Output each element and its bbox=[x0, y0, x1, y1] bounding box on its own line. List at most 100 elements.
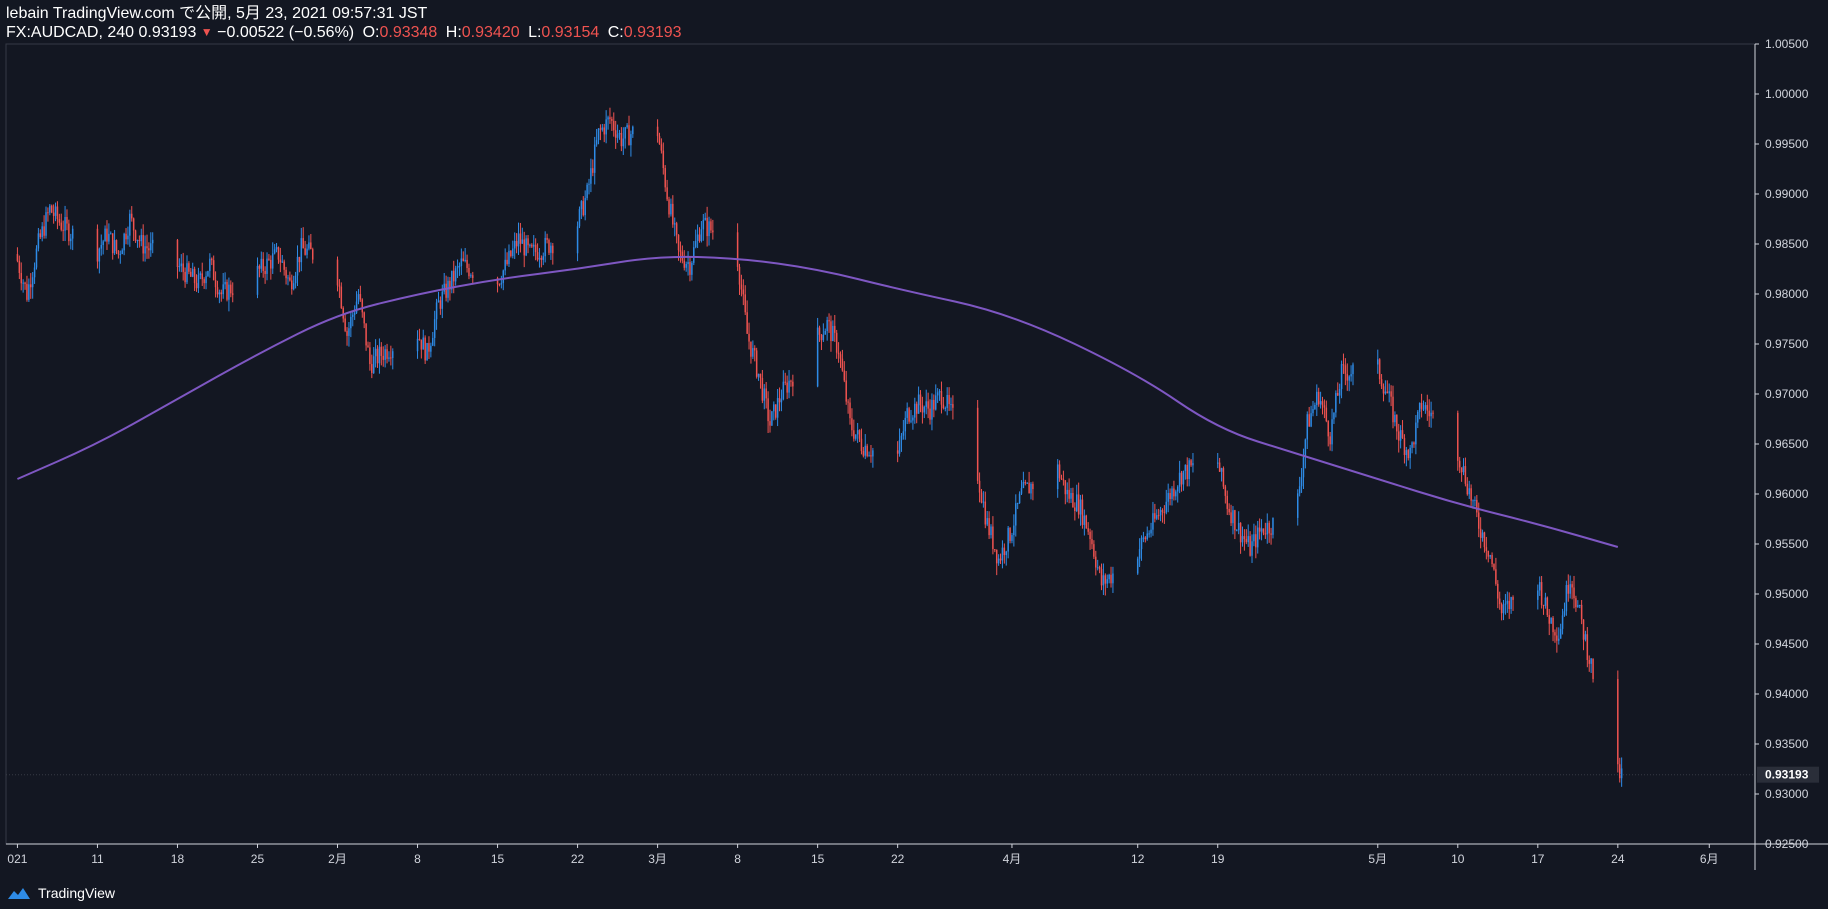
candle-body bbox=[992, 526, 994, 550]
candle-body bbox=[1256, 527, 1259, 548]
candle-body bbox=[1268, 522, 1270, 534]
candle-body bbox=[1542, 604, 1545, 606]
candle-body bbox=[1578, 604, 1581, 606]
candle-body bbox=[1079, 499, 1082, 515]
candle-body bbox=[498, 284, 501, 286]
candle-body bbox=[933, 399, 935, 410]
candle-body bbox=[611, 118, 613, 121]
candle-body bbox=[428, 343, 430, 352]
candle-body bbox=[1512, 597, 1514, 600]
candle-body bbox=[150, 243, 152, 251]
candle-body bbox=[864, 445, 867, 456]
low-value: 0.93154 bbox=[541, 24, 600, 41]
candle-body bbox=[1537, 590, 1539, 600]
candle-body bbox=[367, 345, 369, 348]
candle-body bbox=[1399, 430, 1402, 441]
candle-body bbox=[188, 263, 190, 272]
candle-body bbox=[132, 218, 135, 231]
candle-body bbox=[1003, 547, 1006, 556]
candle-body bbox=[106, 228, 108, 242]
candle-body bbox=[660, 144, 663, 151]
candle-body bbox=[285, 269, 287, 279]
candle-body bbox=[1247, 536, 1249, 543]
candle-body bbox=[683, 260, 686, 268]
candle-body bbox=[830, 321, 832, 342]
candle-body bbox=[552, 245, 554, 254]
candle-body bbox=[1005, 551, 1007, 556]
candle-body bbox=[668, 199, 670, 215]
candle-body bbox=[1617, 678, 1619, 765]
candle-body bbox=[102, 241, 104, 245]
candle-body bbox=[872, 450, 874, 457]
candle-body bbox=[776, 398, 779, 418]
candle-body bbox=[456, 266, 459, 269]
candle-body bbox=[592, 168, 594, 173]
last-price-tag bbox=[1757, 766, 1819, 783]
candle-body bbox=[1075, 494, 1078, 512]
candle-body bbox=[742, 289, 745, 295]
candle-body bbox=[68, 223, 70, 242]
candle-body bbox=[361, 299, 364, 313]
candle-body bbox=[186, 263, 188, 283]
candle-body bbox=[513, 240, 516, 249]
candle-body bbox=[988, 518, 990, 536]
candle-body bbox=[607, 117, 609, 120]
candle-body bbox=[340, 286, 343, 309]
candle-body bbox=[1580, 604, 1583, 620]
candle-body bbox=[687, 262, 689, 264]
candle-body bbox=[664, 168, 666, 188]
x-tick-label: 10 bbox=[1451, 852, 1465, 866]
candle-body bbox=[849, 402, 851, 419]
candle-body bbox=[180, 263, 183, 267]
candle-body bbox=[1230, 512, 1232, 524]
candle-body bbox=[673, 223, 676, 225]
candle-body bbox=[1167, 493, 1169, 502]
candle-body bbox=[352, 314, 354, 317]
candle-body bbox=[1397, 431, 1400, 441]
candle-body bbox=[432, 337, 434, 346]
candle-body bbox=[1584, 634, 1587, 640]
candle-body bbox=[258, 265, 261, 269]
candle-body bbox=[1232, 510, 1234, 524]
candle-body bbox=[767, 398, 769, 422]
candle-body bbox=[1460, 467, 1463, 473]
candle-body bbox=[835, 332, 838, 353]
candle-body bbox=[496, 277, 499, 285]
candle-body bbox=[1540, 582, 1543, 605]
candle-body bbox=[71, 228, 74, 239]
candle-body bbox=[1538, 582, 1541, 591]
candle-body bbox=[986, 518, 988, 525]
candle-body bbox=[228, 284, 230, 300]
candle-body bbox=[1417, 411, 1419, 423]
candle-body bbox=[784, 381, 786, 383]
candle-body bbox=[430, 345, 432, 352]
candle-body bbox=[1508, 600, 1510, 610]
candle-body bbox=[1411, 442, 1413, 448]
candle-body bbox=[1420, 402, 1423, 409]
candle-body bbox=[144, 246, 146, 254]
candle-body bbox=[1056, 464, 1059, 490]
candle-body bbox=[390, 357, 392, 359]
y-tick-label: 0.96000 bbox=[1765, 487, 1809, 501]
candle-body bbox=[1015, 503, 1017, 526]
candle-body bbox=[212, 260, 215, 281]
candle-body bbox=[1262, 528, 1265, 534]
candle-body bbox=[146, 246, 148, 249]
y-tick-label: 0.97500 bbox=[1765, 337, 1809, 351]
candle-body bbox=[369, 347, 371, 365]
candle-body bbox=[548, 239, 550, 253]
candle-body bbox=[1546, 597, 1549, 616]
candle-body bbox=[426, 343, 428, 361]
candle-body bbox=[1098, 567, 1101, 569]
candle-body bbox=[510, 250, 512, 257]
candle-body bbox=[1102, 575, 1105, 586]
candle-body bbox=[595, 140, 598, 145]
candle-body bbox=[214, 280, 217, 288]
candle-body bbox=[1481, 532, 1484, 538]
candle-body bbox=[142, 235, 144, 254]
candle-body bbox=[47, 212, 49, 214]
candle-body bbox=[1500, 604, 1503, 614]
candle-body bbox=[609, 117, 611, 119]
candle-body bbox=[672, 203, 674, 225]
